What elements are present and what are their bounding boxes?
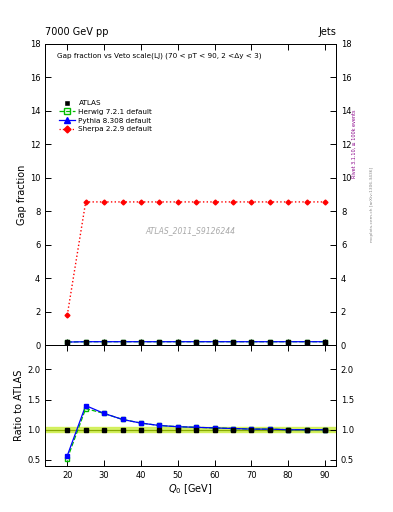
Legend: ATLAS, Herwig 7.2.1 default, Pythia 8.308 default, Sherpa 2.2.9 default: ATLAS, Herwig 7.2.1 default, Pythia 8.30…: [57, 98, 154, 134]
X-axis label: $Q_0$ [GeV]: $Q_0$ [GeV]: [168, 482, 213, 496]
Bar: [45, 428, 336, 432]
Y-axis label: Gap fraction: Gap fraction: [17, 164, 27, 225]
Y-axis label: Ratio to ATLAS: Ratio to ATLAS: [15, 370, 24, 441]
Text: ATLAS_2011_S9126244: ATLAS_2011_S9126244: [145, 226, 236, 235]
Text: 7000 GeV pp: 7000 GeV pp: [45, 27, 109, 37]
Text: Rivet 3.1.10, ≥ 100k events: Rivet 3.1.10, ≥ 100k events: [352, 109, 357, 178]
Text: Gap fraction vs Veto scale(LJ) (70 < pT < 90, 2 <Δy < 3): Gap fraction vs Veto scale(LJ) (70 < pT …: [57, 53, 261, 59]
Text: mcplots.cern.ch [arXiv:1306.3436]: mcplots.cern.ch [arXiv:1306.3436]: [370, 167, 374, 242]
Text: Jets: Jets: [318, 27, 336, 37]
